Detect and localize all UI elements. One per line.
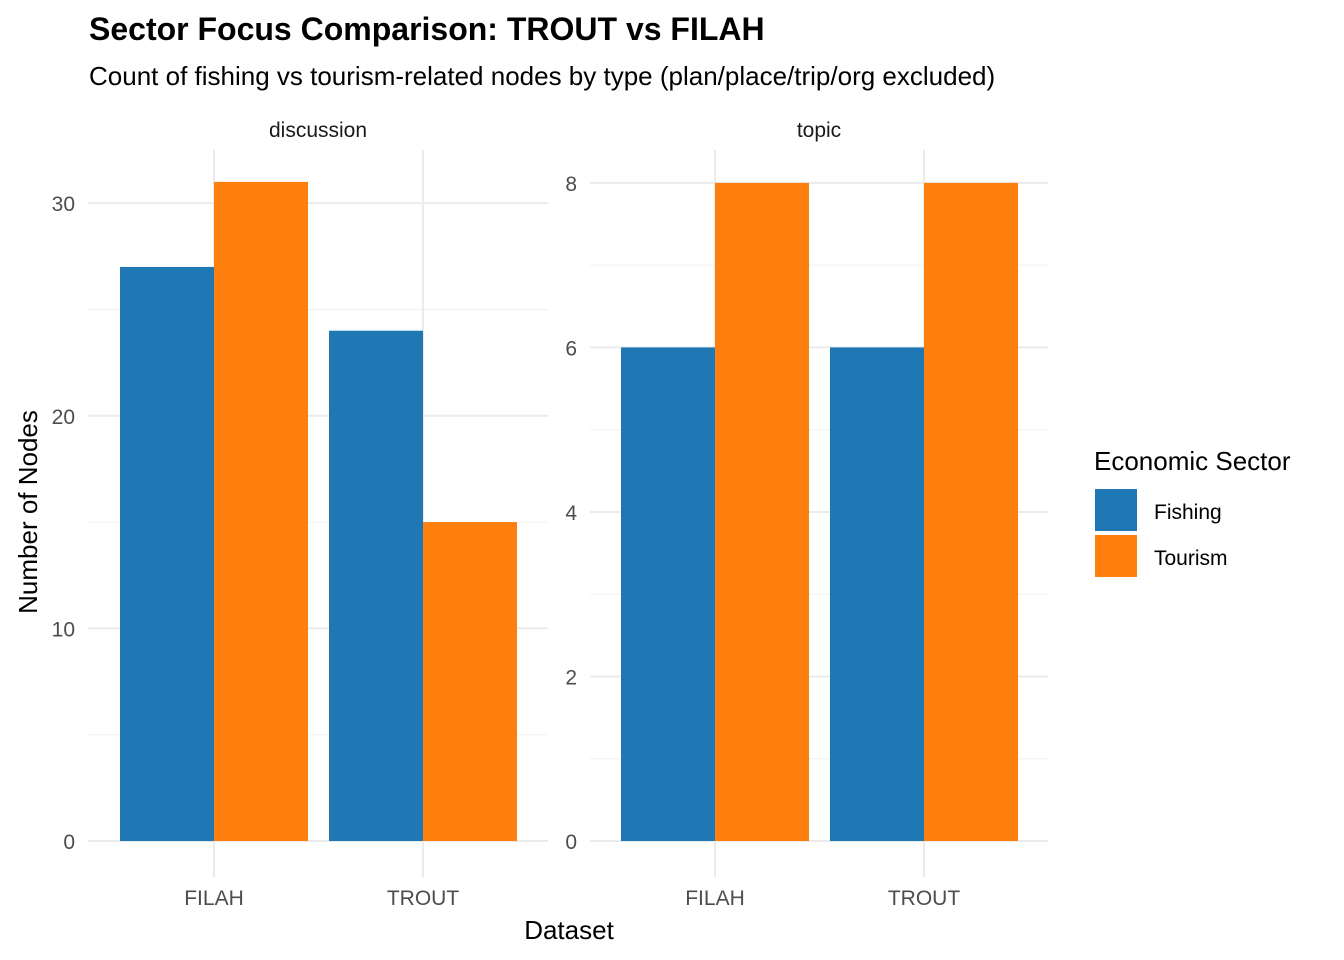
y-tick-label: 8 [565, 173, 577, 196]
facet-label-discussion: discussion [269, 119, 367, 142]
x-tick-label: TROUT [888, 887, 960, 910]
chart-title: Sector Focus Comparison: TROUT vs FILAH [89, 11, 765, 47]
chart-subtitle: Count of fishing vs tourism-related node… [89, 61, 995, 91]
y-tick-label: 0 [565, 831, 577, 854]
y-axis-title: Number of Nodes [13, 410, 43, 614]
bar-fishing-filah [120, 266, 214, 841]
y-tick-label: 2 [565, 666, 577, 689]
legend-swatch-fishing [1095, 489, 1137, 531]
bar-tourism-trout [924, 182, 1018, 841]
y-tick-label: 30 [52, 193, 75, 216]
x-tick-label: TROUT [387, 887, 459, 910]
y-tick-label: 20 [52, 406, 75, 429]
bar-tourism-filah [715, 182, 809, 841]
legend-title: Economic Sector [1094, 446, 1291, 476]
y-tick-label: 0 [63, 831, 75, 854]
bar-fishing-filah [621, 347, 715, 841]
bar-fishing-trout [830, 347, 924, 841]
x-tick-label: FILAH [685, 887, 745, 910]
legend: Economic Sector Fishing Tourism [1094, 446, 1291, 577]
legend-label-fishing: Fishing [1154, 501, 1222, 524]
x-axis-title: Dataset [524, 915, 614, 945]
facet-panel-topic: topic 0 2 4 6 8 FILAH TROUT [565, 119, 1048, 910]
y-tick-label: 4 [565, 502, 577, 525]
y-tick-label: 10 [52, 618, 75, 641]
bar-fishing-trout [329, 330, 423, 841]
bar-tourism-trout [423, 522, 517, 841]
x-tick-label: FILAH [184, 887, 244, 910]
legend-swatch-tourism [1095, 535, 1137, 577]
facet-label-topic: topic [797, 119, 841, 142]
bar-tourism-filah [214, 181, 308, 841]
facet-panel-discussion: discussion 0 10 20 30 FILAH TROUT [52, 119, 548, 910]
legend-label-tourism: Tourism [1154, 547, 1228, 570]
y-tick-label: 6 [565, 337, 577, 360]
